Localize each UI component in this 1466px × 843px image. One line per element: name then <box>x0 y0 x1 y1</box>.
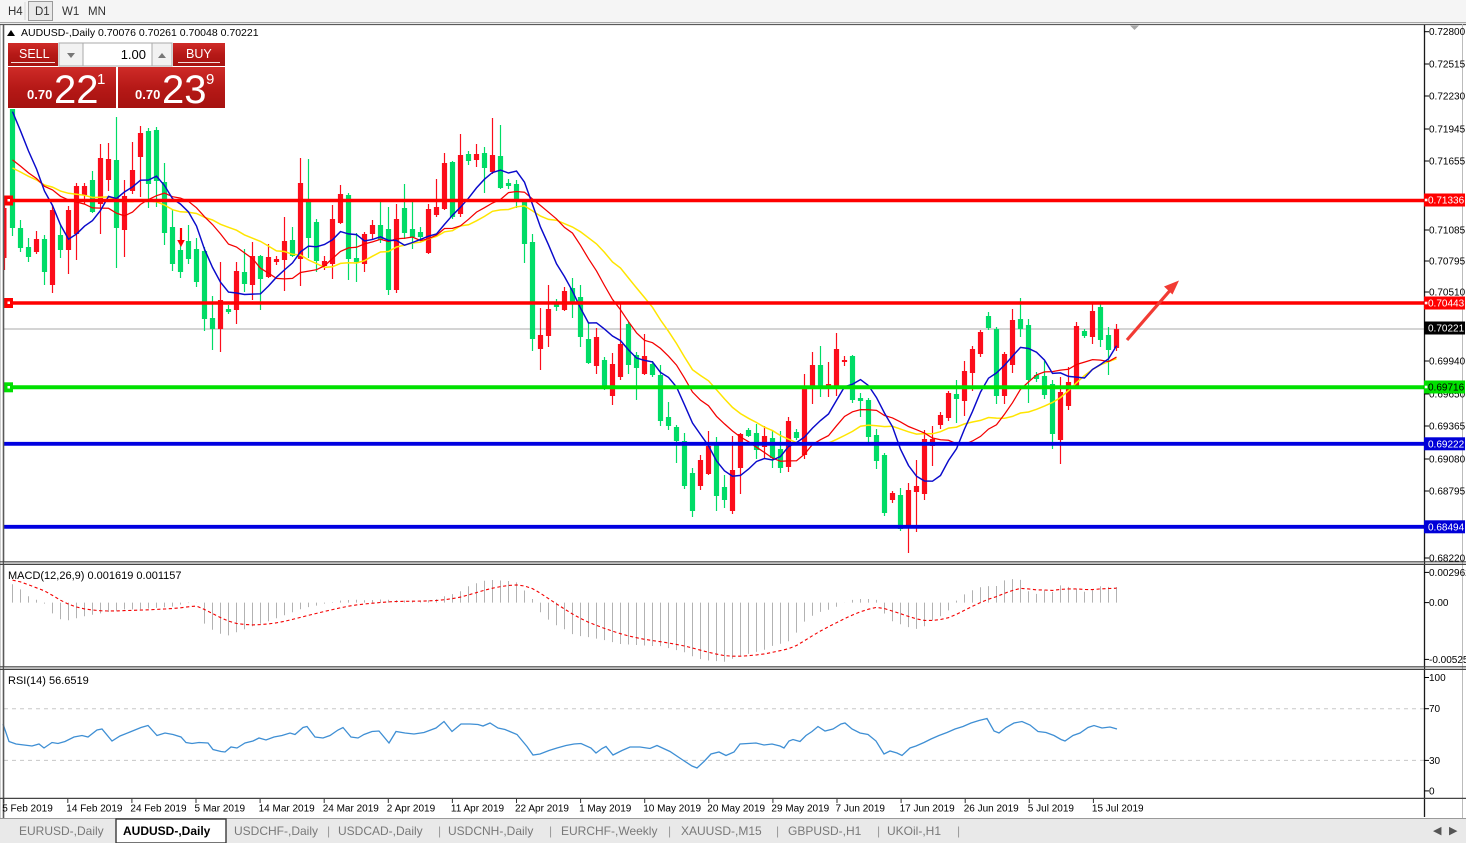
svg-text:0.71945: 0.71945 <box>1429 125 1466 136</box>
svg-text:0.71655: 0.71655 <box>1429 157 1466 168</box>
svg-text:EURUSD-,Daily: EURUSD-,Daily <box>19 824 104 838</box>
svg-text:1 May 2019: 1 May 2019 <box>579 804 632 815</box>
svg-text:22: 22 <box>54 68 99 112</box>
svg-text:0.72800: 0.72800 <box>1429 27 1466 38</box>
svg-text:0.70221: 0.70221 <box>1428 324 1465 335</box>
svg-text:0.70443: 0.70443 <box>1428 299 1465 310</box>
svg-text:0.71336: 0.71336 <box>1428 196 1465 207</box>
svg-text:0.69080: 0.69080 <box>1429 455 1466 466</box>
svg-text:USDCHF-,Daily: USDCHF-,Daily <box>234 824 318 838</box>
svg-text:0.70: 0.70 <box>135 87 160 102</box>
svg-text:|: | <box>776 824 779 838</box>
svg-text:24 Feb 2019: 24 Feb 2019 <box>130 804 187 815</box>
svg-text:MN: MN <box>88 6 106 18</box>
svg-text:USDCAD-,Daily: USDCAD-,Daily <box>338 824 423 838</box>
svg-text:BUY: BUY <box>186 47 212 61</box>
svg-text:0.69650: 0.69650 <box>1429 390 1466 401</box>
svg-text:24 Mar 2019: 24 Mar 2019 <box>323 804 380 815</box>
svg-text:23: 23 <box>162 68 207 112</box>
svg-text:5 Jul 2019: 5 Jul 2019 <box>1028 804 1075 815</box>
svg-text:0: 0 <box>1429 786 1435 797</box>
svg-text:XAUUSD-,M15: XAUUSD-,M15 <box>681 824 762 838</box>
svg-text:0.00: 0.00 <box>1429 598 1449 609</box>
svg-text:0.70510: 0.70510 <box>1429 288 1466 299</box>
svg-text:9: 9 <box>206 71 214 88</box>
svg-text:AUDUSD-,Daily: AUDUSD-,Daily <box>123 824 211 838</box>
svg-text:17 Jun 2019: 17 Jun 2019 <box>900 804 955 815</box>
svg-text:14 Mar 2019: 14 Mar 2019 <box>259 804 316 815</box>
svg-text:USDCNH-,Daily: USDCNH-,Daily <box>448 824 533 838</box>
svg-text:H4: H4 <box>8 6 23 18</box>
svg-text:|: | <box>957 824 960 838</box>
svg-text:1.00: 1.00 <box>121 47 146 62</box>
svg-text:|: | <box>668 824 671 838</box>
svg-text:14 Feb 2019: 14 Feb 2019 <box>66 804 123 815</box>
svg-text:|: | <box>327 824 330 838</box>
svg-text:0.72230: 0.72230 <box>1429 92 1466 103</box>
svg-text:0.71085: 0.71085 <box>1429 226 1466 237</box>
svg-text:10 May 2019: 10 May 2019 <box>643 804 701 815</box>
svg-text:26 Jun 2019: 26 Jun 2019 <box>964 804 1019 815</box>
svg-text:2 Apr 2019: 2 Apr 2019 <box>387 804 436 815</box>
svg-text:▶: ▶ <box>1449 825 1458 837</box>
svg-text:0.69940: 0.69940 <box>1429 357 1466 368</box>
svg-text:11 Apr 2019: 11 Apr 2019 <box>451 804 505 815</box>
svg-text:0.68795: 0.68795 <box>1429 487 1466 498</box>
svg-text:0.69716: 0.69716 <box>1428 383 1465 394</box>
svg-text:|: | <box>549 824 552 838</box>
svg-text:0.68494: 0.68494 <box>1428 522 1465 533</box>
svg-text:5 Feb 2019: 5 Feb 2019 <box>2 804 53 815</box>
svg-text:0.70: 0.70 <box>27 87 52 102</box>
svg-text:22 Apr 2019: 22 Apr 2019 <box>515 804 569 815</box>
svg-text:0.72515: 0.72515 <box>1429 60 1466 71</box>
svg-text:D1: D1 <box>35 6 50 18</box>
svg-text:-0.005255: -0.005255 <box>1429 655 1466 666</box>
svg-text:70: 70 <box>1429 704 1441 715</box>
svg-text:RSI(14) 56.6519: RSI(14) 56.6519 <box>8 675 89 687</box>
svg-text:30: 30 <box>1429 756 1441 767</box>
svg-text:5 Mar 2019: 5 Mar 2019 <box>195 804 246 815</box>
svg-text:15 Jul 2019: 15 Jul 2019 <box>1092 804 1144 815</box>
svg-text:|: | <box>877 824 880 838</box>
svg-text:UKOil-,H1: UKOil-,H1 <box>887 824 941 838</box>
svg-text:20 May 2019: 20 May 2019 <box>707 804 765 815</box>
svg-text:W1: W1 <box>62 6 79 18</box>
svg-text:SELL: SELL <box>19 47 50 61</box>
svg-text:|: | <box>438 824 441 838</box>
svg-text:29 May 2019: 29 May 2019 <box>771 804 829 815</box>
svg-text:AUDUSD-,Daily 0.70076 0.70261: AUDUSD-,Daily 0.70076 0.70261 0.70048 0.… <box>21 27 259 39</box>
svg-text:GBPUSD-,H1: GBPUSD-,H1 <box>788 824 862 838</box>
svg-text:100: 100 <box>1429 673 1446 684</box>
svg-text:0.70795: 0.70795 <box>1429 257 1466 268</box>
svg-text:0.69222: 0.69222 <box>1428 439 1465 450</box>
svg-text:0.68220: 0.68220 <box>1429 554 1466 565</box>
svg-text:0.002962: 0.002962 <box>1429 568 1466 579</box>
svg-text:7 Jun 2019: 7 Jun 2019 <box>836 804 886 815</box>
svg-text:MACD(12,26,9) 0.001619 0.00115: MACD(12,26,9) 0.001619 0.001157 <box>8 570 181 582</box>
svg-text:1: 1 <box>97 71 105 88</box>
svg-text:0.69365: 0.69365 <box>1429 422 1466 433</box>
svg-text:EURCHF-,Weekly: EURCHF-,Weekly <box>561 824 657 838</box>
svg-text:◀: ◀ <box>1433 825 1442 837</box>
